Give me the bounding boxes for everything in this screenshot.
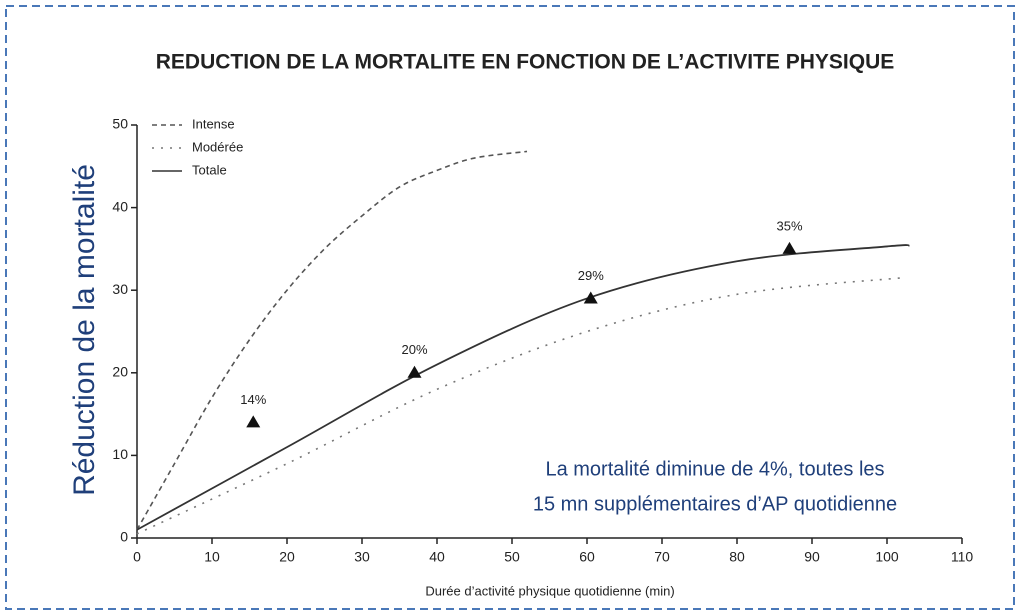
data-label: 29% <box>578 268 604 283</box>
chart-title: REDUCTION DE LA MORTALITE EN FONCTION DE… <box>156 51 895 74</box>
legend-label: Intense <box>192 116 235 131</box>
x-axis-label: Durée d’activité physique quotidienne (m… <box>425 583 674 598</box>
x-tick-label: 40 <box>429 549 445 565</box>
y-tick-label: 0 <box>120 529 128 545</box>
x-tick-label: 70 <box>654 549 670 565</box>
y-tick-label: 20 <box>112 364 128 380</box>
x-tick-label: 50 <box>504 549 520 565</box>
annotation: La mortalité diminue de 4%, toutes les <box>545 458 884 480</box>
marker <box>583 291 598 304</box>
data-label: 20% <box>401 342 427 357</box>
line-series <box>136 277 903 535</box>
annotation: 15 mn supplémentaires d’AP quotidienne <box>533 493 897 515</box>
line-series <box>136 244 910 531</box>
marker <box>782 241 797 254</box>
y-axis-label: Réduction de la mortalité <box>68 164 101 496</box>
data-label: 14% <box>240 392 266 407</box>
marker <box>407 365 422 378</box>
marker <box>246 415 261 428</box>
line-series <box>136 150 528 531</box>
x-tick-label: 60 <box>579 549 595 565</box>
data-label: 35% <box>776 218 802 233</box>
y-tick-label: 50 <box>112 116 128 132</box>
x-tick-label: 10 <box>204 549 220 565</box>
legend-label: Modérée <box>192 139 243 154</box>
x-tick-label: 20 <box>279 549 295 565</box>
x-tick-label: 30 <box>354 549 370 565</box>
y-tick-label: 10 <box>112 446 128 462</box>
legend-label: Totale <box>192 162 227 177</box>
y-tick-label: 40 <box>112 198 128 214</box>
x-tick-label: 110 <box>951 549 974 565</box>
x-tick-label: 80 <box>729 549 745 565</box>
y-tick-label: 30 <box>112 281 128 297</box>
x-tick-label: 90 <box>804 549 820 565</box>
x-tick-label: 0 <box>133 549 141 565</box>
x-tick-label: 100 <box>875 549 899 565</box>
